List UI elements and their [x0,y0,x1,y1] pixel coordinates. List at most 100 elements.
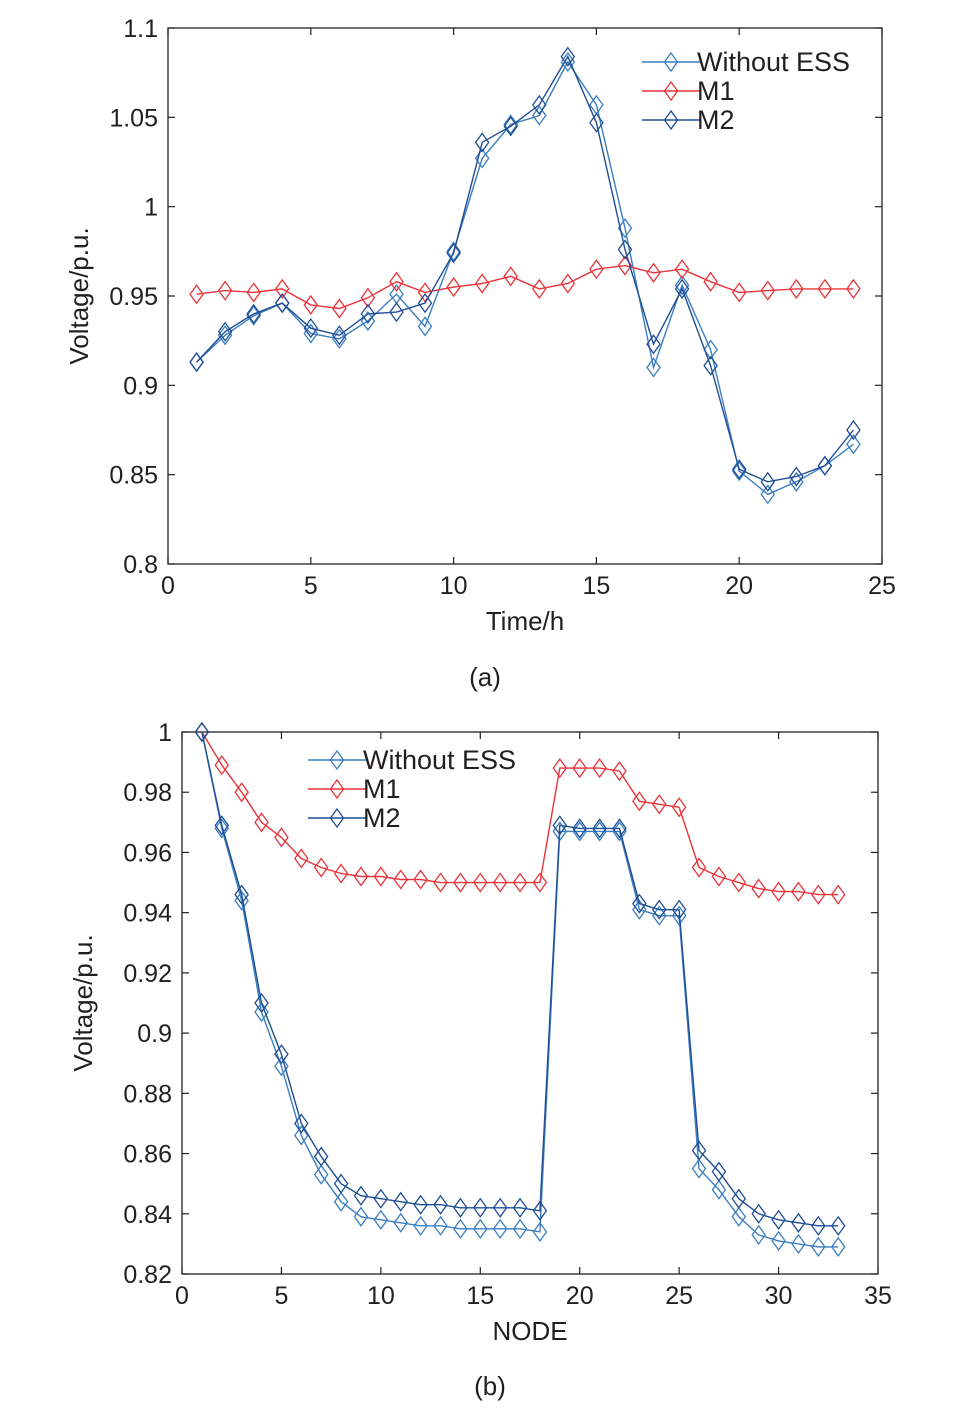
data-point [389,301,404,323]
data-point [373,866,389,887]
data-point [373,1188,389,1209]
data-point [646,334,661,355]
data-point [671,899,687,920]
data-point [674,275,690,296]
data-point [552,758,568,779]
data-point [617,217,633,239]
y-tick-label: 1 [158,719,172,747]
data-point [254,1001,269,1023]
data-point [433,1215,448,1236]
y-tick-label: 0.9 [123,372,158,400]
x-tick-label: 15 [466,1282,494,1310]
data-point [817,278,833,299]
data-point [413,1215,428,1236]
data-point [393,1212,409,1233]
data-point [413,1194,428,1215]
data-point [217,321,233,342]
panel-label: (a) [469,662,501,692]
data-point [234,884,249,905]
data-point [333,1191,349,1212]
data-point [214,755,230,776]
data-point [446,243,461,264]
data-point [760,484,776,505]
data-point [552,815,568,836]
data-point [674,278,690,299]
data-point [760,280,776,301]
legend-marker [663,51,679,73]
data-point [760,471,776,492]
data-point [303,294,319,316]
series-without-ess [194,721,846,1258]
series-line [201,731,839,1227]
legend-marker [663,109,679,131]
y-tick-label: 0.85 [109,462,158,490]
data-point [313,1164,329,1185]
data-point [274,278,290,299]
data-point [646,262,661,283]
data-point [531,94,547,115]
data-point [592,758,607,779]
series-m2 [189,46,861,492]
data-point [393,1191,409,1212]
data-point [234,782,249,803]
data-point [646,357,661,378]
data-point [214,818,230,839]
series-line [201,731,839,1248]
data-point [360,287,376,308]
data-point [332,298,347,319]
y-tick-label: 1 [144,194,158,222]
data-point [472,1218,488,1239]
data-point [846,434,861,455]
legend-marker [329,778,345,800]
legend-label: M1 [697,76,735,106]
series-m1 [194,721,846,905]
data-point [612,818,627,839]
data-point [731,459,747,480]
x-tick-label: 15 [582,572,610,600]
data-point [711,866,727,887]
data-point [503,266,519,287]
data-point [332,325,347,346]
data-point [846,278,861,299]
data-point [417,282,433,303]
series-line [201,731,839,896]
data-point [691,1140,707,1161]
series-m1 [189,255,861,319]
data-point [294,1113,309,1134]
data-point [194,721,210,743]
legend-label: Without ESS [363,745,516,775]
data-point [560,273,576,294]
data-point [413,869,428,890]
legend-item: Without ESS [642,47,850,77]
data-point [474,132,490,153]
data-point [532,872,548,893]
y-tick-label: 0.8 [123,551,158,579]
data-point [453,872,468,893]
y-tick-label: 0.98 [123,779,172,807]
plot-frame [181,731,879,1275]
x-tick-label: 30 [765,1282,793,1310]
data-point [691,857,707,878]
data-point [512,872,528,893]
legend-item: M2 [308,803,401,833]
data-point [811,1236,826,1258]
data-point [589,259,604,280]
legend-item: M1 [308,774,401,804]
data-point [632,893,647,914]
data-point [651,899,667,920]
data-point [353,1185,369,1206]
data-point [472,872,488,893]
x-tick-label: 25 [665,1282,693,1310]
data-point [846,419,861,441]
data-point [830,1236,846,1258]
data-point [751,1203,766,1224]
data-point [531,278,547,299]
data-point [560,46,576,67]
y-tick-label: 0.84 [123,1201,172,1229]
data-point [294,848,309,869]
plot-frame [167,27,883,565]
series-line [196,60,854,496]
